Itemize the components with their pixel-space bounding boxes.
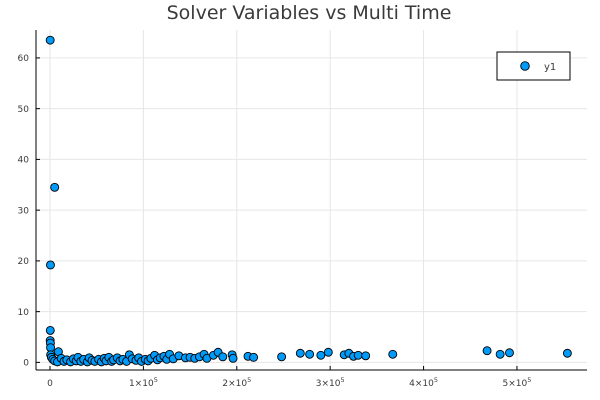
data-point bbox=[50, 182, 60, 192]
y-tick-label: 50 bbox=[18, 105, 30, 115]
data-point bbox=[505, 348, 514, 358]
data-point bbox=[305, 349, 315, 359]
y-tick-label: 30 bbox=[18, 206, 30, 216]
data-point bbox=[361, 351, 371, 361]
x-tick-label: 3×105 bbox=[316, 376, 345, 389]
data-point bbox=[218, 352, 228, 362]
data-point bbox=[46, 260, 55, 270]
data-point bbox=[45, 35, 55, 45]
grid bbox=[36, 30, 587, 370]
data-point bbox=[45, 325, 55, 335]
data-point bbox=[316, 350, 326, 360]
data-point bbox=[495, 349, 505, 359]
data-point bbox=[228, 353, 238, 363]
y-tick-label: 40 bbox=[18, 156, 30, 166]
data-point bbox=[295, 348, 305, 358]
data-point bbox=[353, 350, 363, 360]
data-point bbox=[388, 349, 398, 359]
legend: y1 bbox=[496, 51, 571, 81]
data-point bbox=[323, 347, 333, 357]
y-tick-label: 10 bbox=[18, 308, 30, 318]
x-tick-label: 5×105 bbox=[503, 376, 532, 389]
data-point bbox=[249, 352, 259, 362]
legend-marker bbox=[520, 61, 530, 71]
axes bbox=[35, 30, 587, 371]
tick-labels: 0 10 20 30 40 50 60 0 1×105 2×105 3×105 4×105 5×105 bbox=[18, 54, 532, 389]
x-tick-label: 0 bbox=[47, 379, 53, 389]
y-tick-label: 20 bbox=[18, 257, 30, 267]
data-points bbox=[45, 35, 572, 367]
x-tick-label: 2×105 bbox=[222, 376, 251, 389]
chart-title: Solver Variables vs Multi Time bbox=[167, 2, 452, 24]
legend-label: y1 bbox=[544, 62, 556, 73]
x-tick-label: 1×105 bbox=[129, 376, 158, 389]
data-point bbox=[482, 346, 492, 356]
y-tick-label: 0 bbox=[23, 359, 29, 369]
x-tick-label: 4×105 bbox=[409, 376, 438, 389]
data-point bbox=[277, 352, 287, 362]
legend-box bbox=[496, 51, 571, 81]
data-point bbox=[562, 348, 572, 358]
y-tick-label: 60 bbox=[18, 54, 30, 64]
